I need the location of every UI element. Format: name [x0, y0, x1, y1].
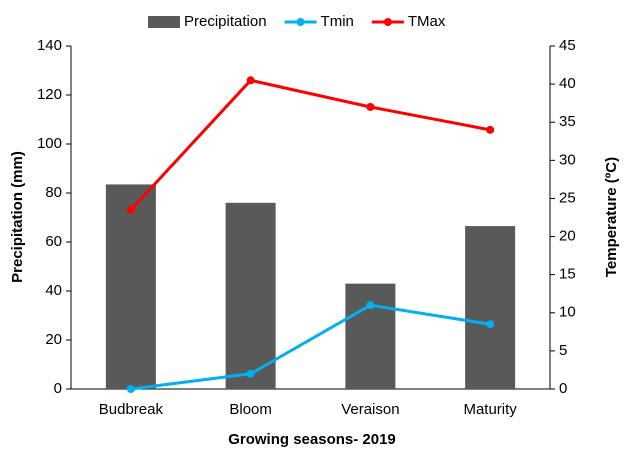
- y-tick-label: 100: [37, 135, 62, 152]
- legend-label: Precipitation: [184, 13, 267, 30]
- legend-swatch: [148, 16, 180, 28]
- legend-marker: [296, 18, 305, 26]
- y-tick-label: 60: [45, 233, 62, 250]
- y-tick-label: 120: [37, 86, 62, 103]
- y-tick-label: 40: [45, 282, 62, 299]
- y-tick-label: 140: [37, 37, 62, 54]
- marker: [366, 102, 375, 111]
- marker: [486, 125, 495, 134]
- legend-marker: [383, 18, 392, 26]
- y2-tick-label: 10: [559, 304, 576, 321]
- y2-tick-label: 25: [559, 189, 576, 206]
- x-tick-label: Budbreak: [99, 401, 164, 418]
- y-axis-label: Precipitation (mm): [9, 151, 26, 283]
- bar: [105, 184, 156, 389]
- marker: [366, 301, 375, 310]
- marker: [486, 320, 495, 329]
- legend-label: TMax: [408, 13, 446, 30]
- bar: [345, 283, 396, 389]
- y2-tick-label: 15: [559, 266, 576, 283]
- marker: [246, 369, 255, 378]
- y2-tick-label: 30: [559, 151, 576, 168]
- x-tick-label: Bloom: [229, 401, 272, 418]
- x-tick-label: Veraison: [341, 401, 399, 418]
- marker: [126, 205, 135, 214]
- y-tick-label: 20: [45, 331, 62, 348]
- x-axis-label: Growing seasons- 2019: [228, 431, 396, 448]
- y2-axis-label: Temperature (ºC): [603, 157, 620, 277]
- y-tick-label: 0: [54, 380, 62, 397]
- y2-tick-label: 0: [559, 380, 567, 397]
- y2-tick-label: 45: [559, 37, 576, 54]
- marker: [126, 385, 135, 393]
- line: [129, 78, 491, 211]
- legend-label: Tmin: [321, 13, 354, 30]
- y2-tick-label: 20: [559, 228, 576, 245]
- bar: [225, 202, 276, 389]
- line: [130, 303, 491, 391]
- y2-tick-label: 5: [559, 342, 567, 359]
- y2-tick-label: 40: [559, 75, 576, 92]
- bar: [465, 226, 516, 389]
- y2-tick-label: 35: [559, 113, 576, 130]
- y-tick-label: 80: [45, 184, 62, 201]
- marker: [246, 76, 255, 85]
- x-tick-label: Maturity: [463, 401, 517, 418]
